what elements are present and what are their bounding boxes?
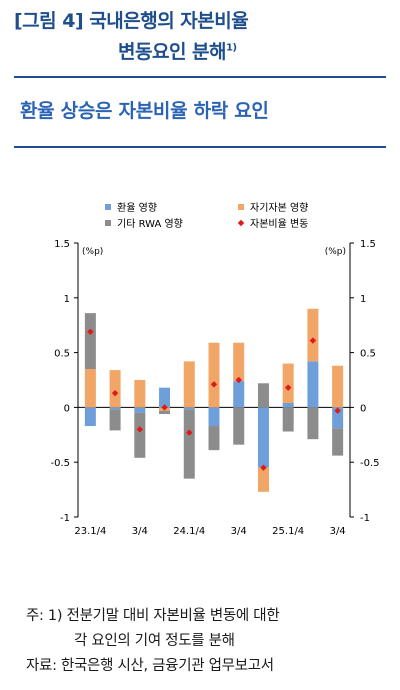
legend-swatch-fx <box>105 204 111 210</box>
y-tick-label-left: -0.5 <box>50 458 70 469</box>
legend-swatch-rwa <box>105 220 111 226</box>
bar-rwa <box>332 428 344 456</box>
bar-rwa <box>84 313 96 370</box>
y-tick-label-right: 1 <box>360 294 366 305</box>
bar-rwa <box>159 410 171 414</box>
bar-fx <box>134 407 146 413</box>
figure-title: [그림 4] 국내은행의 자본비율 <box>14 10 249 32</box>
x-tick-label: 23.1/4 <box>74 526 106 537</box>
marker-ratio-change <box>87 328 94 335</box>
bar-fx <box>208 407 220 427</box>
bar-rwa <box>109 409 121 431</box>
marker-ratio-change <box>136 426 144 433</box>
chart: -1 -1 -0.5 -0.5 0 0 0.5 0.5 1 1 1.5 1.5 (%p) (%p) 23.1… <box>50 202 380 537</box>
bar-fx <box>307 361 319 408</box>
bar-fx <box>159 387 171 408</box>
legend-label: 자기자본 영향 <box>250 202 308 214</box>
bar-fx <box>233 381 245 408</box>
bar-capital <box>183 361 195 408</box>
legend-swatch-ratio <box>237 219 245 227</box>
y-tick-label-left: 1 <box>64 294 70 305</box>
bar-capital <box>208 342 220 408</box>
bar-fx <box>183 407 195 410</box>
x-tick-label: 24.1/4 <box>173 526 205 537</box>
marker-ratio-change <box>235 376 242 384</box>
source-line: 자료: 한국은행 시산, 금융기관 업무보고서 <box>26 658 274 674</box>
figure-title-line2: 변동요인 분해1) <box>118 37 386 64</box>
bar-capital <box>84 369 96 408</box>
marker-ratio-change <box>161 404 168 411</box>
y-tick-label-left: -1 <box>60 513 70 524</box>
legend-label: 환율 영향 <box>117 202 157 214</box>
bar-rwa <box>208 426 220 451</box>
figure-title-text: 변동요인 분해 <box>118 41 227 63</box>
bar-fx <box>84 407 96 427</box>
bar-rwa <box>307 407 319 440</box>
subtitle-rule <box>14 146 386 148</box>
bar-capital <box>332 365 344 408</box>
legend-label: 자본비율 변동 <box>250 218 308 230</box>
bar-fx <box>282 403 294 408</box>
bar-capital <box>257 467 269 492</box>
bar-fx <box>109 407 121 410</box>
note-line-1: 주: 1) 전분기말 대비 자본비율 변동에 대한 <box>26 608 280 624</box>
x-tick-label: 3/4 <box>231 526 247 537</box>
x-tick-label: 25.1/4 <box>272 526 304 537</box>
y-tick-label-right: -1 <box>360 513 370 524</box>
y-tick-label-left: 1.5 <box>54 239 70 250</box>
bar-rwa <box>233 407 245 445</box>
y-tick-label-left: 0 <box>64 403 70 414</box>
marker-ratio-change <box>111 389 119 397</box>
unit-label-right: (%p) <box>325 247 346 257</box>
bar-rwa <box>183 409 195 479</box>
marker-ratio-change <box>309 337 317 344</box>
bar-rwa <box>282 407 294 432</box>
title-block: [그림 4] 국내은행의 자본비율 변동요인 분해1) <box>14 6 386 64</box>
x-tick-label: 3/4 <box>132 526 148 537</box>
marker-ratio-change <box>260 464 267 471</box>
bar-rwa <box>257 383 269 408</box>
bar-rwa <box>134 412 146 458</box>
bar-fx <box>332 407 344 429</box>
y-tick-label-left: 0.5 <box>54 349 70 360</box>
bar-capital <box>233 342 245 382</box>
y-tick-label-right: -0.5 <box>360 458 380 469</box>
bar-capital <box>134 380 146 408</box>
y-tick-label-right: 1.5 <box>360 239 376 250</box>
footnote-marker: 1) <box>226 42 237 54</box>
note-line-2: 각 요인의 기여 정도를 분해 <box>74 633 235 649</box>
legend-label: 기타 RWA 영향 <box>117 218 183 230</box>
marker-ratio-change <box>284 384 292 391</box>
bar-fx <box>257 407 269 468</box>
bar-capital <box>307 308 319 362</box>
y-tick-label-right: 0 <box>360 403 366 414</box>
bar-capital <box>282 363 294 404</box>
unit-label-left: (%p) <box>82 247 103 257</box>
marker-ratio-change <box>334 407 341 414</box>
x-tick-label: 3/4 <box>330 526 346 537</box>
title-rule <box>14 76 386 78</box>
subtitle: 환율 상승은 자본비율 하락 요인 <box>20 100 269 122</box>
bar-capital <box>109 370 121 408</box>
legend-swatch-capital <box>238 204 244 210</box>
y-tick-label-right: 0.5 <box>360 349 376 360</box>
